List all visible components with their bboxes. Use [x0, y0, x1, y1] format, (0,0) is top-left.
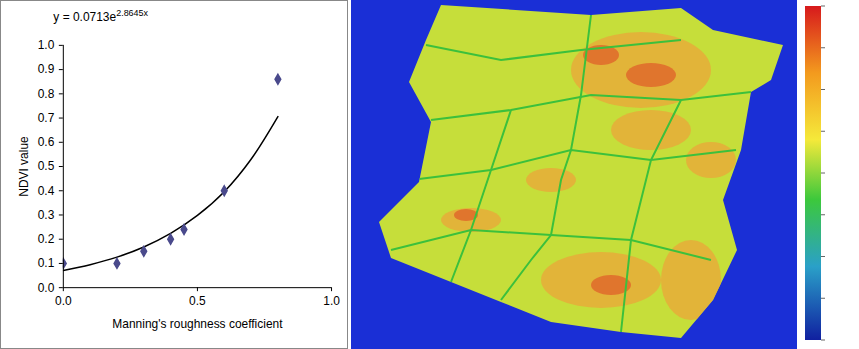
svg-text:0.4: 0.4: [38, 184, 55, 198]
svg-text:0.7: 0.7: [38, 111, 55, 125]
svg-text:0.1: 0.1: [38, 256, 55, 270]
svg-text:1.0: 1.0: [323, 294, 340, 308]
svg-text:1.0: 1.0: [38, 38, 55, 52]
svg-text:0.0: 0.0: [55, 294, 72, 308]
svg-text:0.9: 0.9: [38, 62, 55, 76]
svg-text:0.2: 0.2: [38, 232, 55, 246]
svg-text:0.6: 0.6: [38, 135, 55, 149]
svg-text:0.5: 0.5: [189, 294, 206, 308]
svg-text:0.5: 0.5: [38, 159, 55, 173]
svg-text:0.3: 0.3: [38, 208, 55, 222]
svg-text:y = 0.0713e2.8645x: y = 0.0713e2.8645x: [53, 8, 148, 24]
svg-text:Manning's roughness coefficien: Manning's roughness coefficient: [112, 317, 283, 331]
svg-text:NDVI value: NDVI value: [17, 136, 31, 197]
svg-text:0.0: 0.0: [38, 281, 55, 295]
svg-text:0.8: 0.8: [38, 87, 55, 101]
